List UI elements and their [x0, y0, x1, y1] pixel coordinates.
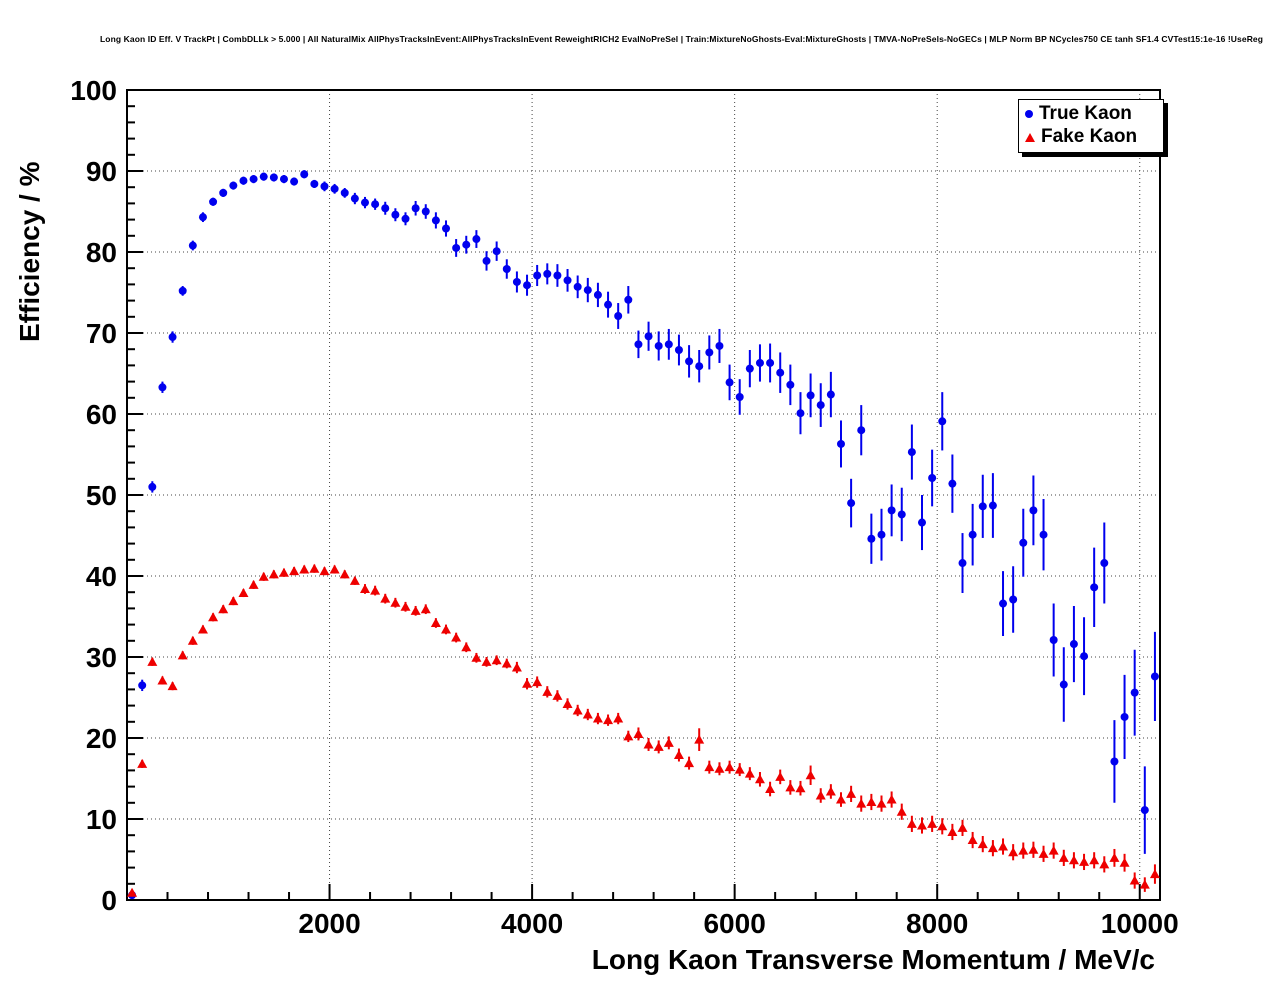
legend-entry-fake-kaon: Fake Kaon	[1025, 126, 1157, 147]
svg-text:10: 10	[86, 804, 117, 835]
y-axis-title: Efficiency / %	[14, 161, 45, 342]
svg-text:8000: 8000	[906, 908, 968, 939]
x-axis-title: Long Kaon Transverse Momentum / MeV/c	[591, 944, 1155, 975]
true-kaon-marker-icon	[1025, 110, 1033, 118]
svg-text:10000: 10000	[1101, 908, 1179, 939]
svg-text:6000: 6000	[703, 908, 765, 939]
svg-text:80: 80	[86, 237, 117, 268]
legend-label-fake-kaon: Fake Kaon	[1041, 126, 1138, 147]
svg-text:20: 20	[86, 723, 117, 754]
legend-entry-true-kaon: True Kaon	[1025, 103, 1157, 124]
svg-text:40: 40	[86, 561, 117, 592]
svg-text:60: 60	[86, 399, 117, 430]
legend: True Kaon Fake Kaon	[1018, 99, 1164, 153]
legend-label-true-kaon: True Kaon	[1039, 103, 1132, 124]
svg-text:70: 70	[86, 318, 117, 349]
svg-text:4000: 4000	[501, 908, 563, 939]
svg-text:100: 100	[70, 75, 117, 106]
fake-kaon-marker-icon	[1025, 132, 1035, 142]
svg-text:50: 50	[86, 480, 117, 511]
svg-text:2000: 2000	[298, 908, 360, 939]
svg-text:90: 90	[86, 156, 117, 187]
svg-text:0: 0	[101, 885, 117, 916]
svg-text:30: 30	[86, 642, 117, 673]
plot-title: Long Kaon ID Eff. V TrackPt | CombDLLk >…	[100, 34, 1264, 44]
